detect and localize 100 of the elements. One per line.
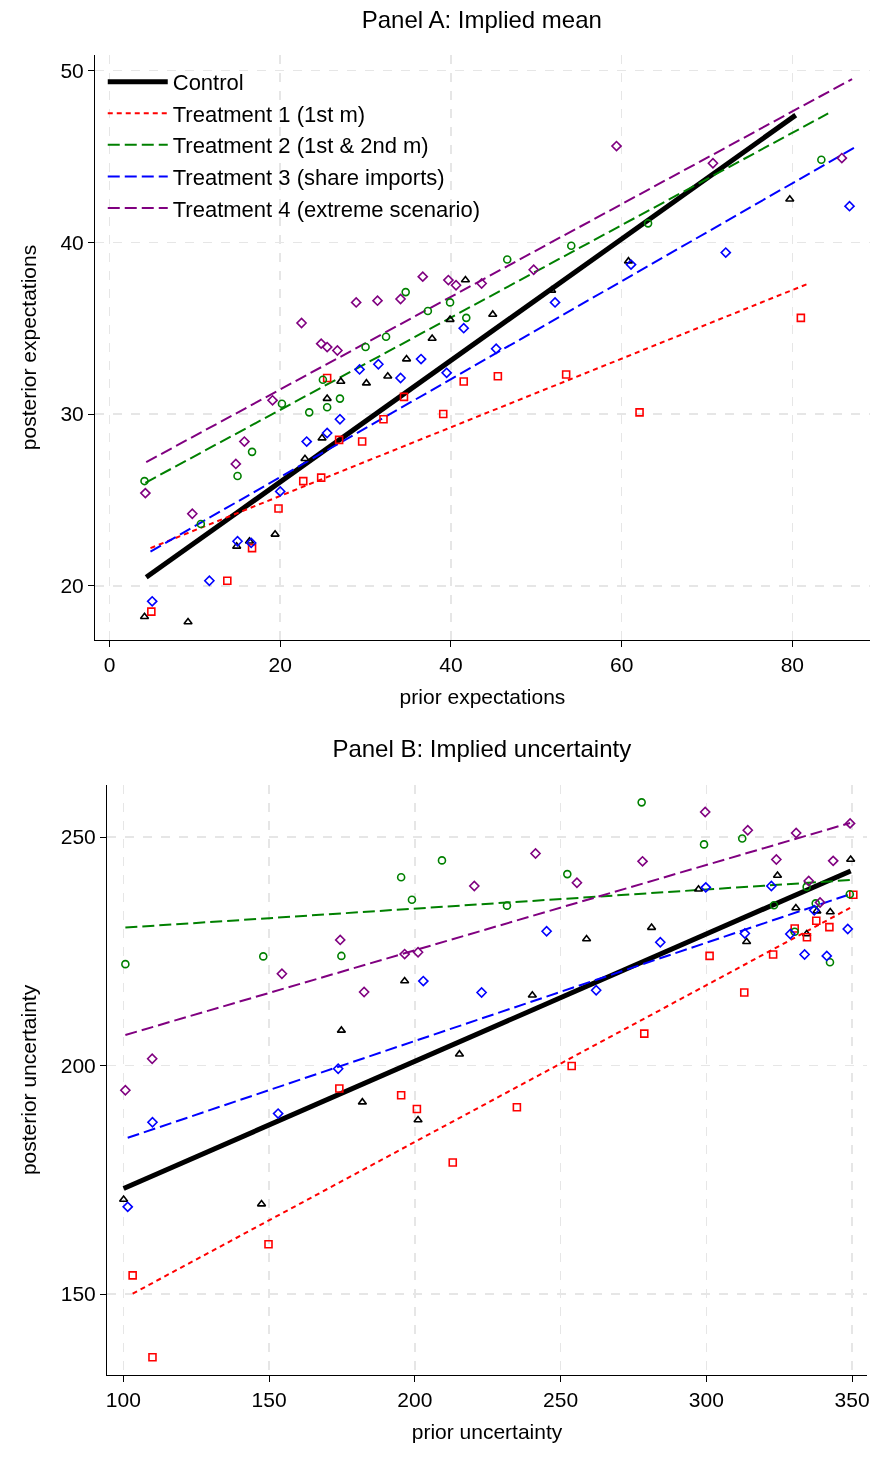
point — [395, 372, 406, 384]
point — [335, 1084, 344, 1093]
point — [490, 343, 502, 355]
point — [512, 1102, 522, 1112]
point — [401, 287, 410, 297]
point — [186, 508, 198, 520]
point — [399, 976, 410, 984]
point — [461, 313, 471, 323]
point — [705, 951, 714, 961]
legend-label: Treatment 2 (1st & 2nd m) — [172, 133, 429, 159]
point — [332, 345, 343, 356]
point — [321, 341, 333, 353]
point — [223, 576, 232, 586]
point — [769, 900, 779, 910]
point — [335, 394, 345, 403]
point — [401, 354, 412, 362]
point — [140, 476, 149, 486]
point — [239, 436, 250, 447]
point — [321, 427, 333, 439]
point — [399, 948, 410, 960]
point — [443, 274, 454, 286]
point — [334, 413, 346, 425]
point — [350, 297, 362, 308]
point — [437, 856, 447, 865]
point — [454, 1049, 465, 1057]
point — [476, 278, 487, 289]
point — [737, 834, 747, 843]
point — [322, 394, 332, 402]
point — [812, 906, 822, 914]
point — [276, 968, 288, 980]
point — [741, 937, 752, 945]
point — [811, 916, 821, 926]
point — [396, 873, 406, 882]
point — [561, 370, 571, 379]
point — [146, 1053, 158, 1065]
point — [836, 152, 848, 164]
point — [802, 882, 811, 892]
point — [233, 471, 242, 481]
point — [128, 1271, 137, 1280]
point — [527, 990, 538, 998]
point — [468, 880, 480, 892]
point — [395, 293, 406, 305]
point — [423, 306, 433, 316]
point — [739, 928, 751, 939]
point — [372, 295, 383, 307]
point — [528, 264, 540, 276]
point — [413, 1115, 423, 1123]
point — [272, 1108, 284, 1119]
chart-title: Panel A: Implied mean — [361, 5, 602, 33]
x-tick-label: 300 — [688, 1388, 724, 1412]
point — [827, 855, 839, 867]
x-tick-label: 200 — [397, 1388, 433, 1412]
y-tick-label: 200 — [60, 1053, 96, 1077]
point — [247, 447, 257, 457]
point — [766, 880, 777, 892]
point — [334, 435, 344, 445]
point — [139, 612, 150, 620]
point — [739, 988, 749, 997]
point — [264, 1240, 273, 1249]
point — [118, 1195, 129, 1203]
point — [256, 1199, 267, 1207]
point — [811, 899, 820, 908]
point — [296, 317, 307, 329]
point — [415, 353, 427, 365]
point — [611, 140, 622, 152]
point — [459, 377, 469, 386]
point — [502, 255, 512, 264]
point — [332, 1063, 344, 1075]
chart-title: Panel B: Implied uncertainty — [332, 734, 632, 762]
point — [245, 537, 257, 549]
point — [399, 392, 409, 402]
x-tick-label: 100 — [105, 1388, 141, 1412]
point — [784, 928, 796, 940]
point — [567, 1061, 576, 1071]
point — [699, 840, 709, 849]
point — [825, 907, 836, 915]
point — [315, 338, 327, 349]
point — [412, 1104, 422, 1114]
point — [196, 519, 206, 529]
x-axis-title: prior uncertainty — [411, 1420, 563, 1444]
point — [693, 884, 704, 892]
point — [635, 408, 644, 417]
point — [274, 504, 283, 513]
point — [825, 922, 834, 932]
point — [396, 1091, 406, 1100]
x-tick-label: 350 — [834, 1388, 870, 1412]
point — [590, 984, 602, 996]
point — [354, 364, 365, 375]
point — [530, 848, 541, 859]
point — [379, 414, 388, 424]
point — [720, 247, 732, 258]
point — [571, 877, 583, 889]
point — [147, 1116, 158, 1128]
point — [445, 298, 455, 307]
point — [799, 949, 810, 960]
point — [381, 332, 391, 342]
point — [445, 315, 455, 323]
point — [845, 855, 856, 863]
point — [460, 275, 471, 283]
point — [802, 932, 812, 942]
